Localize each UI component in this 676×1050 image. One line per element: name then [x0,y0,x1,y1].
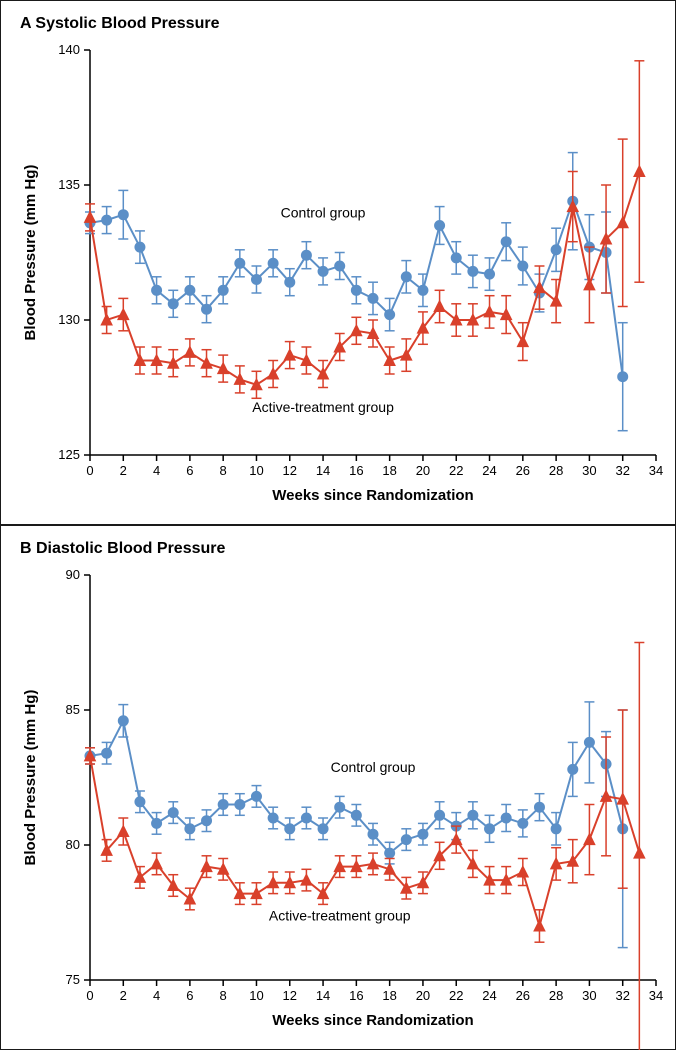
panel-b-xtick-label: 12 [283,988,297,1003]
panel-a-xtick-label: 12 [283,463,297,478]
panel-a-xtick-label: 20 [416,463,430,478]
panel-a-active-label: Active-treatment group [252,399,394,415]
figure: A Systolic Blood Pressure125130135140024… [0,0,676,1050]
panel-b-ytick-label: 90 [66,567,80,582]
panel-a-active-series [85,61,645,399]
panel-b-xtick-label: 0 [86,988,93,1003]
panel-b-ytick-label: 85 [66,702,80,717]
panel-a-ytick-label: 125 [58,447,80,462]
panel-a-ylabel: Blood Pressure (mm Hg) [22,165,39,341]
panel-a-xtick-label: 0 [86,463,93,478]
panel-a-xtick-label: 26 [516,463,530,478]
panel-a-xtick-label: 28 [549,463,563,478]
panel-b-xlabel: Weeks since Randomization [272,1012,473,1029]
panel-a-xtick-label: 16 [349,463,363,478]
panel-b-xtick-label: 30 [582,988,596,1003]
panel-b-xtick-label: 32 [615,988,629,1003]
panel-a-ytick-label: 130 [58,312,80,327]
panel-b-ytick-label: 75 [66,972,80,987]
panel-b-xtick-label: 10 [249,988,263,1003]
panel-a-xtick-label: 30 [582,463,596,478]
panel-a-xtick-label: 10 [249,463,263,478]
panel-a-xtick-label: 32 [615,463,629,478]
panel-a-xtick-label: 24 [482,463,496,478]
panel-a-title: A Systolic Blood Pressure [20,15,220,32]
panel-a-xtick-label: 6 [186,463,193,478]
panel-b-xtick-label: 24 [482,988,496,1003]
panel-a-control-series [85,153,628,431]
panel-b-xtick-label: 34 [649,988,663,1003]
panel-b-xtick-label: 6 [186,988,193,1003]
panel-b-xtick-label: 18 [382,988,396,1003]
panel-b-xtick-label: 8 [220,988,227,1003]
panel-a-ytick-label: 135 [58,177,80,192]
panel-a-xtick-label: 2 [120,463,127,478]
panel-b-xtick-label: 2 [120,988,127,1003]
panel-b-xtick-label: 22 [449,988,463,1003]
panel-a-xtick-label: 8 [220,463,227,478]
panel-b-frame [1,526,676,1050]
panel-a-xtick-label: 34 [649,463,663,478]
panel-a-xtick-label: 4 [153,463,160,478]
panel-a-ytick-label: 140 [58,42,80,57]
panel-b-xtick-label: 20 [416,988,430,1003]
panel-a-xtick-label: 22 [449,463,463,478]
panel-b-xtick-label: 16 [349,988,363,1003]
panel-b-ylabel: Blood Pressure (mm Hg) [22,690,39,866]
panel-a-xtick-label: 14 [316,463,330,478]
panel-b-xtick-label: 28 [549,988,563,1003]
panel-a-control-label: Control group [281,204,366,220]
panel-b-xtick-label: 14 [316,988,330,1003]
panel-b-title: B Diastolic Blood Pressure [20,540,225,557]
panel-a-xtick-label: 18 [382,463,396,478]
panel-b-control-label: Control group [331,759,416,775]
panel-b-xtick-label: 26 [516,988,530,1003]
panel-b-active-label: Active-treatment group [269,908,411,924]
panel-b-xtick-label: 4 [153,988,160,1003]
panel-b-ytick-label: 80 [66,837,80,852]
panel-a-xlabel: Weeks since Randomization [272,487,473,504]
